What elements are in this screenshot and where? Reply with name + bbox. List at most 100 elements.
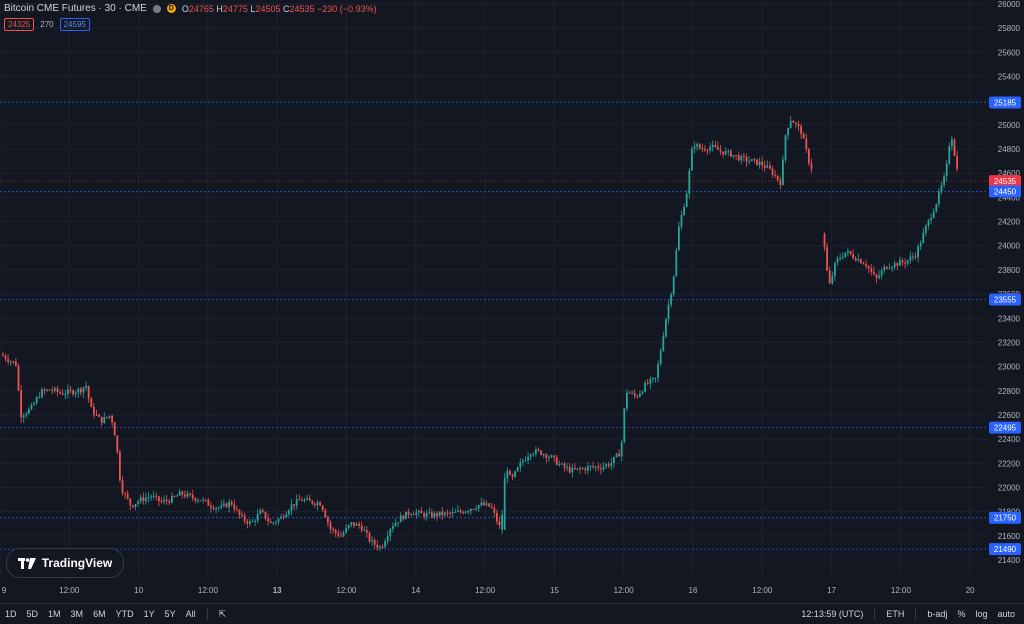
candle-body [59,391,61,394]
log-scale-button[interactable]: log [975,609,988,619]
candle-body [532,453,535,455]
candle-body [527,456,529,461]
adjustment-button[interactable]: b-adj [927,609,948,619]
candle-body [844,252,847,258]
candle-body [106,416,108,418]
candle-body [184,494,186,497]
candle-body [457,510,459,512]
clock-time[interactable]: 12:13:59 (UTC) [801,609,864,619]
candle-body [233,504,236,510]
candle-body [41,389,43,398]
candle-body [7,359,9,362]
auto-scale-button[interactable]: auto [997,609,1015,619]
candle-body [405,511,407,520]
candle-body [2,354,4,356]
candle-body [407,511,410,515]
candle-body [594,466,597,468]
tradingview-logo[interactable]: TradingView [6,548,124,578]
candle-body [376,544,379,548]
candle-body [503,478,506,530]
bottom-toolbar: 1D 5D 1M 3M 6M YTD 1Y 5Y All ⇱ 12:13:59 (UTC) ET… [0,603,1024,624]
candle-body [878,275,880,278]
time-axis[interactable]: 9 12:00 10 12:00 13 12:00 14 12:00 15 12:00 16 12:0… [2,586,975,595]
candle-body [72,390,74,395]
x-tick-label: 12:00 [752,586,773,595]
candle-body [558,463,561,465]
candle-body [597,466,600,469]
candle-body [163,499,165,502]
session-button[interactable]: ETH [886,609,905,619]
candle-body [948,146,951,164]
x-tick-label: 15 [550,586,559,595]
candle-body [444,512,446,516]
candle-body [636,395,639,397]
range-button-all[interactable]: All [185,609,196,619]
candle-body [563,463,566,468]
candle-body [397,522,399,524]
candle-body [38,397,41,399]
candle-body [314,503,316,506]
candle-body [574,467,576,470]
candle-body [943,176,945,186]
candle-body [412,514,415,516]
candle-body [605,464,607,467]
candle-body [769,165,771,169]
candle-body [488,503,490,507]
candle-body [241,514,243,516]
percent-scale-button[interactable]: % [957,609,966,619]
candle-body [85,385,87,388]
data-badge[interactable]: D [166,4,176,13]
candle-body [956,155,958,170]
candle-body [204,499,207,501]
y-tick-label: 22800 [998,387,1021,396]
candle-body [711,144,714,147]
candle-body [561,463,563,465]
divider [874,608,876,620]
y-tick-label: 24200 [998,218,1021,227]
candle-body [514,471,516,477]
candle-body [288,510,290,515]
candle-body [779,179,782,186]
x-tick-label: 12:00 [614,586,635,595]
date-range-icon[interactable]: ⇱ [218,608,227,619]
candle-body [774,174,776,176]
candle-body [61,393,64,395]
range-button-1m[interactable]: 1M [48,609,61,619]
candle-body [714,144,717,147]
candle-body [576,468,579,470]
candle-body [841,257,844,259]
price-marker-label-bg [989,175,1021,188]
candle-body [828,270,831,284]
candle-body [176,495,178,497]
ask-button[interactable]: 24595 [59,18,90,31]
candle-body [178,491,181,496]
range-button-1y[interactable]: 1Y [143,609,155,619]
range-button-1d[interactable]: 1D [5,609,17,619]
candle-body [363,530,366,532]
candle-body [701,148,704,150]
range-button-ytd[interactable]: YTD [115,609,134,619]
candlestick-chart[interactable]: 2600025800256002540025200250002480024600… [0,0,1024,603]
candle-body [535,449,537,454]
candle-body [555,457,558,465]
range-button-5y[interactable]: 5Y [164,609,176,619]
symbol-title[interactable]: Bitcoin CME Futures · 30 · CME [4,3,147,14]
candle-body [615,453,618,458]
range-button-5d[interactable]: 5D [26,609,39,619]
candle-body [802,134,805,139]
candle-body [246,520,249,524]
bid-button[interactable]: 24325 [4,18,35,31]
candle-body [553,455,555,458]
range-button-3m[interactable]: 3M [70,609,84,619]
candle-body [298,499,301,501]
price-axis[interactable]: 2600025800256002540025200250002480024600… [998,0,1021,565]
candle-body [355,523,358,526]
y-tick-label: 24800 [998,145,1021,154]
candle-body [519,462,522,468]
bid-ask-row: 24325 270 24595 [4,18,90,31]
range-button-6m[interactable]: 6M [93,609,106,619]
candle-body [449,512,451,514]
candle-body [165,499,168,501]
price-lines [0,102,988,550]
candle-body [524,460,527,462]
